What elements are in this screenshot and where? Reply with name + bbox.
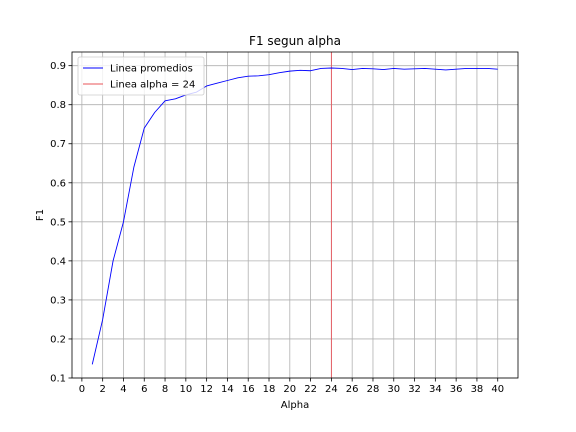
x-tick-label: 34 <box>429 384 442 395</box>
x-tick-label: 20 <box>283 384 296 395</box>
x-tick-label: 2 <box>99 384 105 395</box>
chart-title: F1 segun alpha <box>249 34 341 48</box>
x-tick-label: 16 <box>242 384 255 395</box>
x-tick-label: 36 <box>450 384 463 395</box>
y-axis-ticks: 0.1 0.2 0.3 0.4 0.5 0.6 0.7 0.8 0.9 <box>50 61 72 385</box>
y-tick-label: 0.2 <box>50 334 66 345</box>
legend-label-alpha: Linea alpha = 24 <box>110 80 195 91</box>
y-tick-label: 0.5 <box>50 217 66 228</box>
x-tick-label: 0 <box>79 384 85 395</box>
y-axis-label: F1 <box>35 209 46 221</box>
series-line-promedios <box>91 67 498 365</box>
legend-label-promedios: Linea promedios <box>110 64 193 75</box>
plot-frame <box>71 51 519 379</box>
y-tick-label: 0.1 <box>50 374 66 385</box>
x-tick-label: 14 <box>221 384 234 395</box>
y-tick-label: 0.6 <box>50 178 66 189</box>
x-tick-label: 40 <box>491 384 504 395</box>
y-tick-label: 0.7 <box>50 139 66 150</box>
legend: Linea promedios Linea alpha = 24 <box>77 56 205 96</box>
x-tick-label: 22 <box>304 384 317 395</box>
x-tick-label: 38 <box>471 384 484 395</box>
x-tick-label: 8 <box>162 384 168 395</box>
legend-box <box>77 56 205 96</box>
y-tick-label: 0.9 <box>50 61 66 72</box>
x-axis-ticks: 0 2 4 6 8 10 12 14 16 18 20 22 24 26 28 30 32 34 36 38 40 <box>79 378 504 395</box>
x-tick-label: 24 <box>325 384 338 395</box>
y-tick-label: 0.8 <box>50 100 66 111</box>
x-tick-label: 12 <box>200 384 213 395</box>
x-tick-label: 26 <box>346 384 359 395</box>
x-axis-label: Alpha <box>281 400 309 411</box>
y-tick-label: 0.3 <box>50 295 66 306</box>
x-tick-label: 18 <box>263 384 276 395</box>
series-lines <box>91 67 498 365</box>
x-tick-label: 28 <box>367 384 380 395</box>
x-tick-label: 30 <box>387 384 400 395</box>
x-tick-label: 10 <box>179 384 192 395</box>
x-tick-label: 32 <box>408 384 421 395</box>
y-tick-label: 0.4 <box>50 256 66 267</box>
x-tick-label: 6 <box>141 384 147 395</box>
x-tick-label: 4 <box>120 384 126 395</box>
